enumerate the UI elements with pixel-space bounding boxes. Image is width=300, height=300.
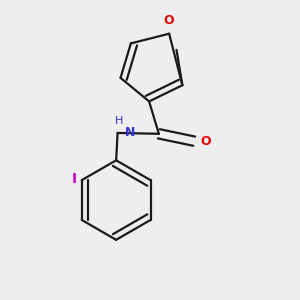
Text: I: I bbox=[71, 172, 76, 186]
Text: H: H bbox=[115, 116, 123, 126]
Text: O: O bbox=[201, 135, 211, 148]
Text: N: N bbox=[124, 126, 135, 140]
Text: O: O bbox=[164, 14, 175, 27]
